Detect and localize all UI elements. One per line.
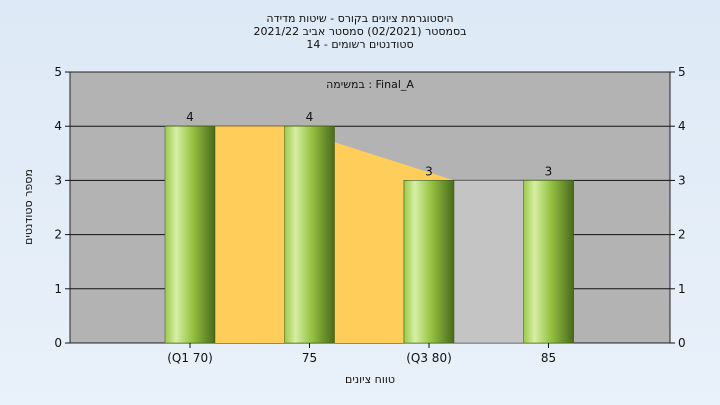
bar (164, 125, 216, 344)
x-tick-label: 75 (302, 351, 317, 365)
bar (523, 180, 574, 344)
y-tick-label-left: 1 (54, 282, 62, 296)
y-tick-label-left: 5 (54, 65, 62, 79)
y-tick-label-right: 1 (678, 282, 686, 296)
y-axis-label: מספר סטודנטים (22, 169, 35, 245)
title-line-3: סטודנטים רשומים - 14 (306, 38, 413, 51)
x-ticks: (Q1 70) 75 (Q3 80) 85 (167, 343, 556, 365)
y-tick-label-right: 5 (678, 65, 686, 79)
chart-title: היסטוגרמת ציונים בקורס - שיטות מדידה בסמ… (253, 12, 466, 51)
x-tick-label: (Q3 80) (406, 351, 452, 365)
y-tick-label-left: 2 (54, 228, 62, 242)
y-tick-label-right: 2 (678, 228, 686, 242)
y-tick-label-left: 0 (54, 336, 62, 350)
x-tick-label: 85 (541, 351, 556, 365)
assignment-label: במשימה : Final_A (326, 78, 414, 91)
data-label: 4 (186, 110, 194, 124)
bar (284, 125, 335, 344)
title-line-2: בסמסטר (02/2021) סמסטר אביב 2021/22 (253, 25, 466, 38)
y-tick-label-right: 4 (678, 119, 686, 133)
bar (403, 180, 455, 344)
y-tick-label-right: 3 (678, 173, 686, 187)
data-labels: 4 4 3 3 (186, 110, 552, 178)
data-label: 3 (545, 164, 553, 178)
y-tick-label-left: 3 (54, 173, 62, 187)
data-label: 4 (306, 110, 314, 124)
title-line-1: היסטוגרמת ציונים בקורס - שיטות מדידה (266, 12, 453, 25)
y-ticks-right: 0 1 2 3 4 5 (670, 65, 686, 350)
y-tick-label-right: 0 (678, 336, 686, 350)
x-axis-label: טווח ציונים (345, 373, 395, 386)
y-tick-label-left: 4 (54, 119, 62, 133)
x-tick-label: (Q1 70) (167, 351, 213, 365)
y-ticks-left: 0 1 2 3 4 5 (54, 65, 70, 350)
data-label: 3 (425, 164, 433, 178)
